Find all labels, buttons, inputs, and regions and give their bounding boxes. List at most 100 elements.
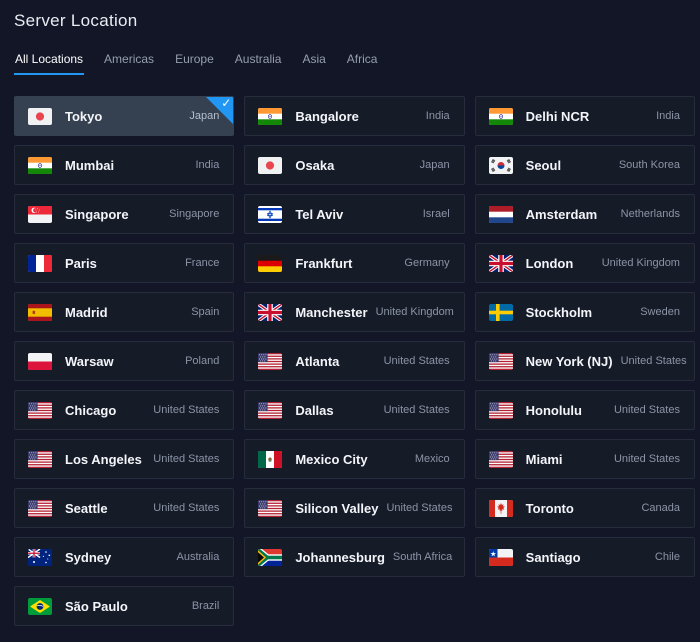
country-label: United Kingdom: [601, 257, 680, 269]
location-card-los-angeles[interactable]: Los Angeles United States: [14, 439, 235, 479]
country-label: United States: [613, 404, 680, 416]
location-card-mumbai[interactable]: Mumbai India: [14, 145, 235, 185]
location-card-silicon-valley[interactable]: Silicon Valley United States: [244, 488, 465, 528]
location-card-atlanta[interactable]: Atlanta United States: [244, 341, 465, 381]
city-label: Amsterdam: [525, 206, 598, 222]
location-card-amsterdam[interactable]: Amsterdam Netherlands: [474, 194, 695, 234]
japan-flag-icon: [258, 156, 283, 174]
location-card-madrid[interactable]: Madrid Spain: [14, 292, 235, 332]
location-card-manchester[interactable]: Manchester United Kingdom: [244, 292, 465, 332]
city-label: Seoul: [525, 157, 562, 173]
country-label: United States: [153, 453, 220, 465]
country-label: Sweden: [640, 306, 680, 318]
country-label: United States: [383, 404, 450, 416]
united-states-flag-icon: [258, 401, 283, 419]
city-label: Tokyo: [65, 108, 103, 124]
location-card-paris[interactable]: Paris France: [14, 243, 235, 283]
city-label: Singapore: [65, 206, 129, 222]
united-states-flag-icon: [258, 352, 283, 370]
australia-flag-icon: [28, 548, 52, 566]
country-label: Singapore: [169, 208, 220, 220]
location-card-singapore[interactable]: Singapore Singapore: [14, 194, 235, 234]
united-states-flag-icon: [488, 450, 513, 468]
sweden-flag-icon: [488, 303, 513, 321]
india-flag-icon: [28, 156, 52, 174]
location-tabs: All Locations Americas Europe Australia Asia…: [14, 52, 686, 75]
poland-flag-icon: [28, 352, 52, 370]
india-flag-icon: [488, 107, 513, 125]
country-label: Canada: [641, 502, 680, 514]
location-card-osaka[interactable]: Osaka Japan: [244, 145, 465, 185]
location-card-bangalore[interactable]: Bangalore India: [244, 96, 465, 136]
location-card-stockholm[interactable]: Stockholm Sweden: [474, 292, 695, 332]
country-label: Israel: [422, 208, 450, 220]
tab-africa[interactable]: Africa: [346, 52, 379, 75]
location-card-seoul[interactable]: Seoul South Korea: [474, 145, 695, 185]
country-label: United Kingdom: [375, 306, 454, 318]
location-card-seattle[interactable]: Seattle United States: [14, 488, 235, 528]
city-label: Johannesburg: [295, 549, 385, 565]
country-label: United States: [386, 502, 453, 514]
city-label: Atlanta: [295, 353, 340, 369]
location-card-miami[interactable]: Miami United States: [474, 439, 695, 479]
south-africa-flag-icon: [258, 548, 283, 566]
country-label: Germany: [404, 257, 450, 269]
location-card-warsaw[interactable]: Warsaw Poland: [14, 341, 235, 381]
location-card-mexico-city[interactable]: Mexico City Mexico: [244, 439, 465, 479]
mexico-flag-icon: [258, 450, 283, 468]
united-states-flag-icon: [488, 352, 513, 370]
spain-flag-icon: [28, 303, 52, 321]
country-label: Netherlands: [620, 208, 680, 220]
city-label: Dallas: [295, 402, 334, 418]
city-label: Manchester: [295, 304, 368, 320]
location-card-santiago[interactable]: Santiago Chile: [474, 537, 695, 577]
location-card-tokyo[interactable]: Tokyo Japan ✓: [14, 96, 235, 136]
location-card-sydney[interactable]: Sydney Australia: [14, 537, 235, 577]
tab-europe[interactable]: Europe: [174, 52, 215, 75]
country-label: United States: [383, 355, 450, 367]
tab-australia[interactable]: Australia: [234, 52, 283, 75]
chile-flag-icon: [488, 548, 513, 566]
tab-americas[interactable]: Americas: [103, 52, 155, 75]
country-label: United States: [620, 355, 687, 367]
city-label: Toronto: [525, 500, 574, 516]
united-kingdom-flag-icon: [488, 254, 513, 272]
location-card-johannesburg[interactable]: Johannesburg South Africa: [244, 537, 465, 577]
city-label: Tel Aviv: [295, 206, 344, 222]
united-states-flag-icon: [28, 450, 52, 468]
country-label: India: [425, 110, 450, 122]
country-label: Spain: [191, 306, 220, 318]
india-flag-icon: [258, 107, 283, 125]
country-label: United States: [153, 502, 220, 514]
city-label: Seattle: [65, 500, 108, 516]
country-label: Japan: [419, 159, 450, 171]
location-card-chicago[interactable]: Chicago United States: [14, 390, 235, 430]
location-card-toronto[interactable]: Toronto Canada: [474, 488, 695, 528]
location-card-delhi-ncr[interactable]: Delhi NCR India: [474, 96, 695, 136]
location-card-s-o-paulo[interactable]: São Paulo Brazil: [14, 586, 235, 626]
location-card-frankfurt[interactable]: Frankfurt Germany: [244, 243, 465, 283]
city-label: New York (NJ): [525, 353, 613, 369]
country-label: Chile: [654, 551, 680, 563]
city-label: Mexico City: [295, 451, 368, 467]
germany-flag-icon: [258, 254, 283, 272]
south-korea-flag-icon: [488, 156, 513, 174]
location-card-new-york-nj[interactable]: New York (NJ) United States: [474, 341, 695, 381]
location-card-london[interactable]: London United Kingdom: [474, 243, 695, 283]
united-states-flag-icon: [28, 499, 52, 517]
country-label: India: [656, 110, 680, 122]
city-label: São Paulo: [65, 598, 128, 614]
city-label: Mumbai: [65, 157, 115, 173]
city-label: Stockholm: [525, 304, 593, 320]
tab-asia[interactable]: Asia: [301, 52, 326, 75]
country-label: Brazil: [191, 600, 220, 612]
city-label: Warsaw: [65, 353, 114, 369]
location-card-tel-aviv[interactable]: Tel Aviv Israel: [244, 194, 465, 234]
canada-flag-icon: [488, 499, 513, 517]
location-card-honolulu[interactable]: Honolulu United States: [474, 390, 695, 430]
netherlands-flag-icon: [488, 205, 513, 223]
location-card-dallas[interactable]: Dallas United States: [244, 390, 465, 430]
city-label: Los Angeles: [65, 451, 142, 467]
tab-all-locations[interactable]: All Locations: [14, 52, 85, 75]
